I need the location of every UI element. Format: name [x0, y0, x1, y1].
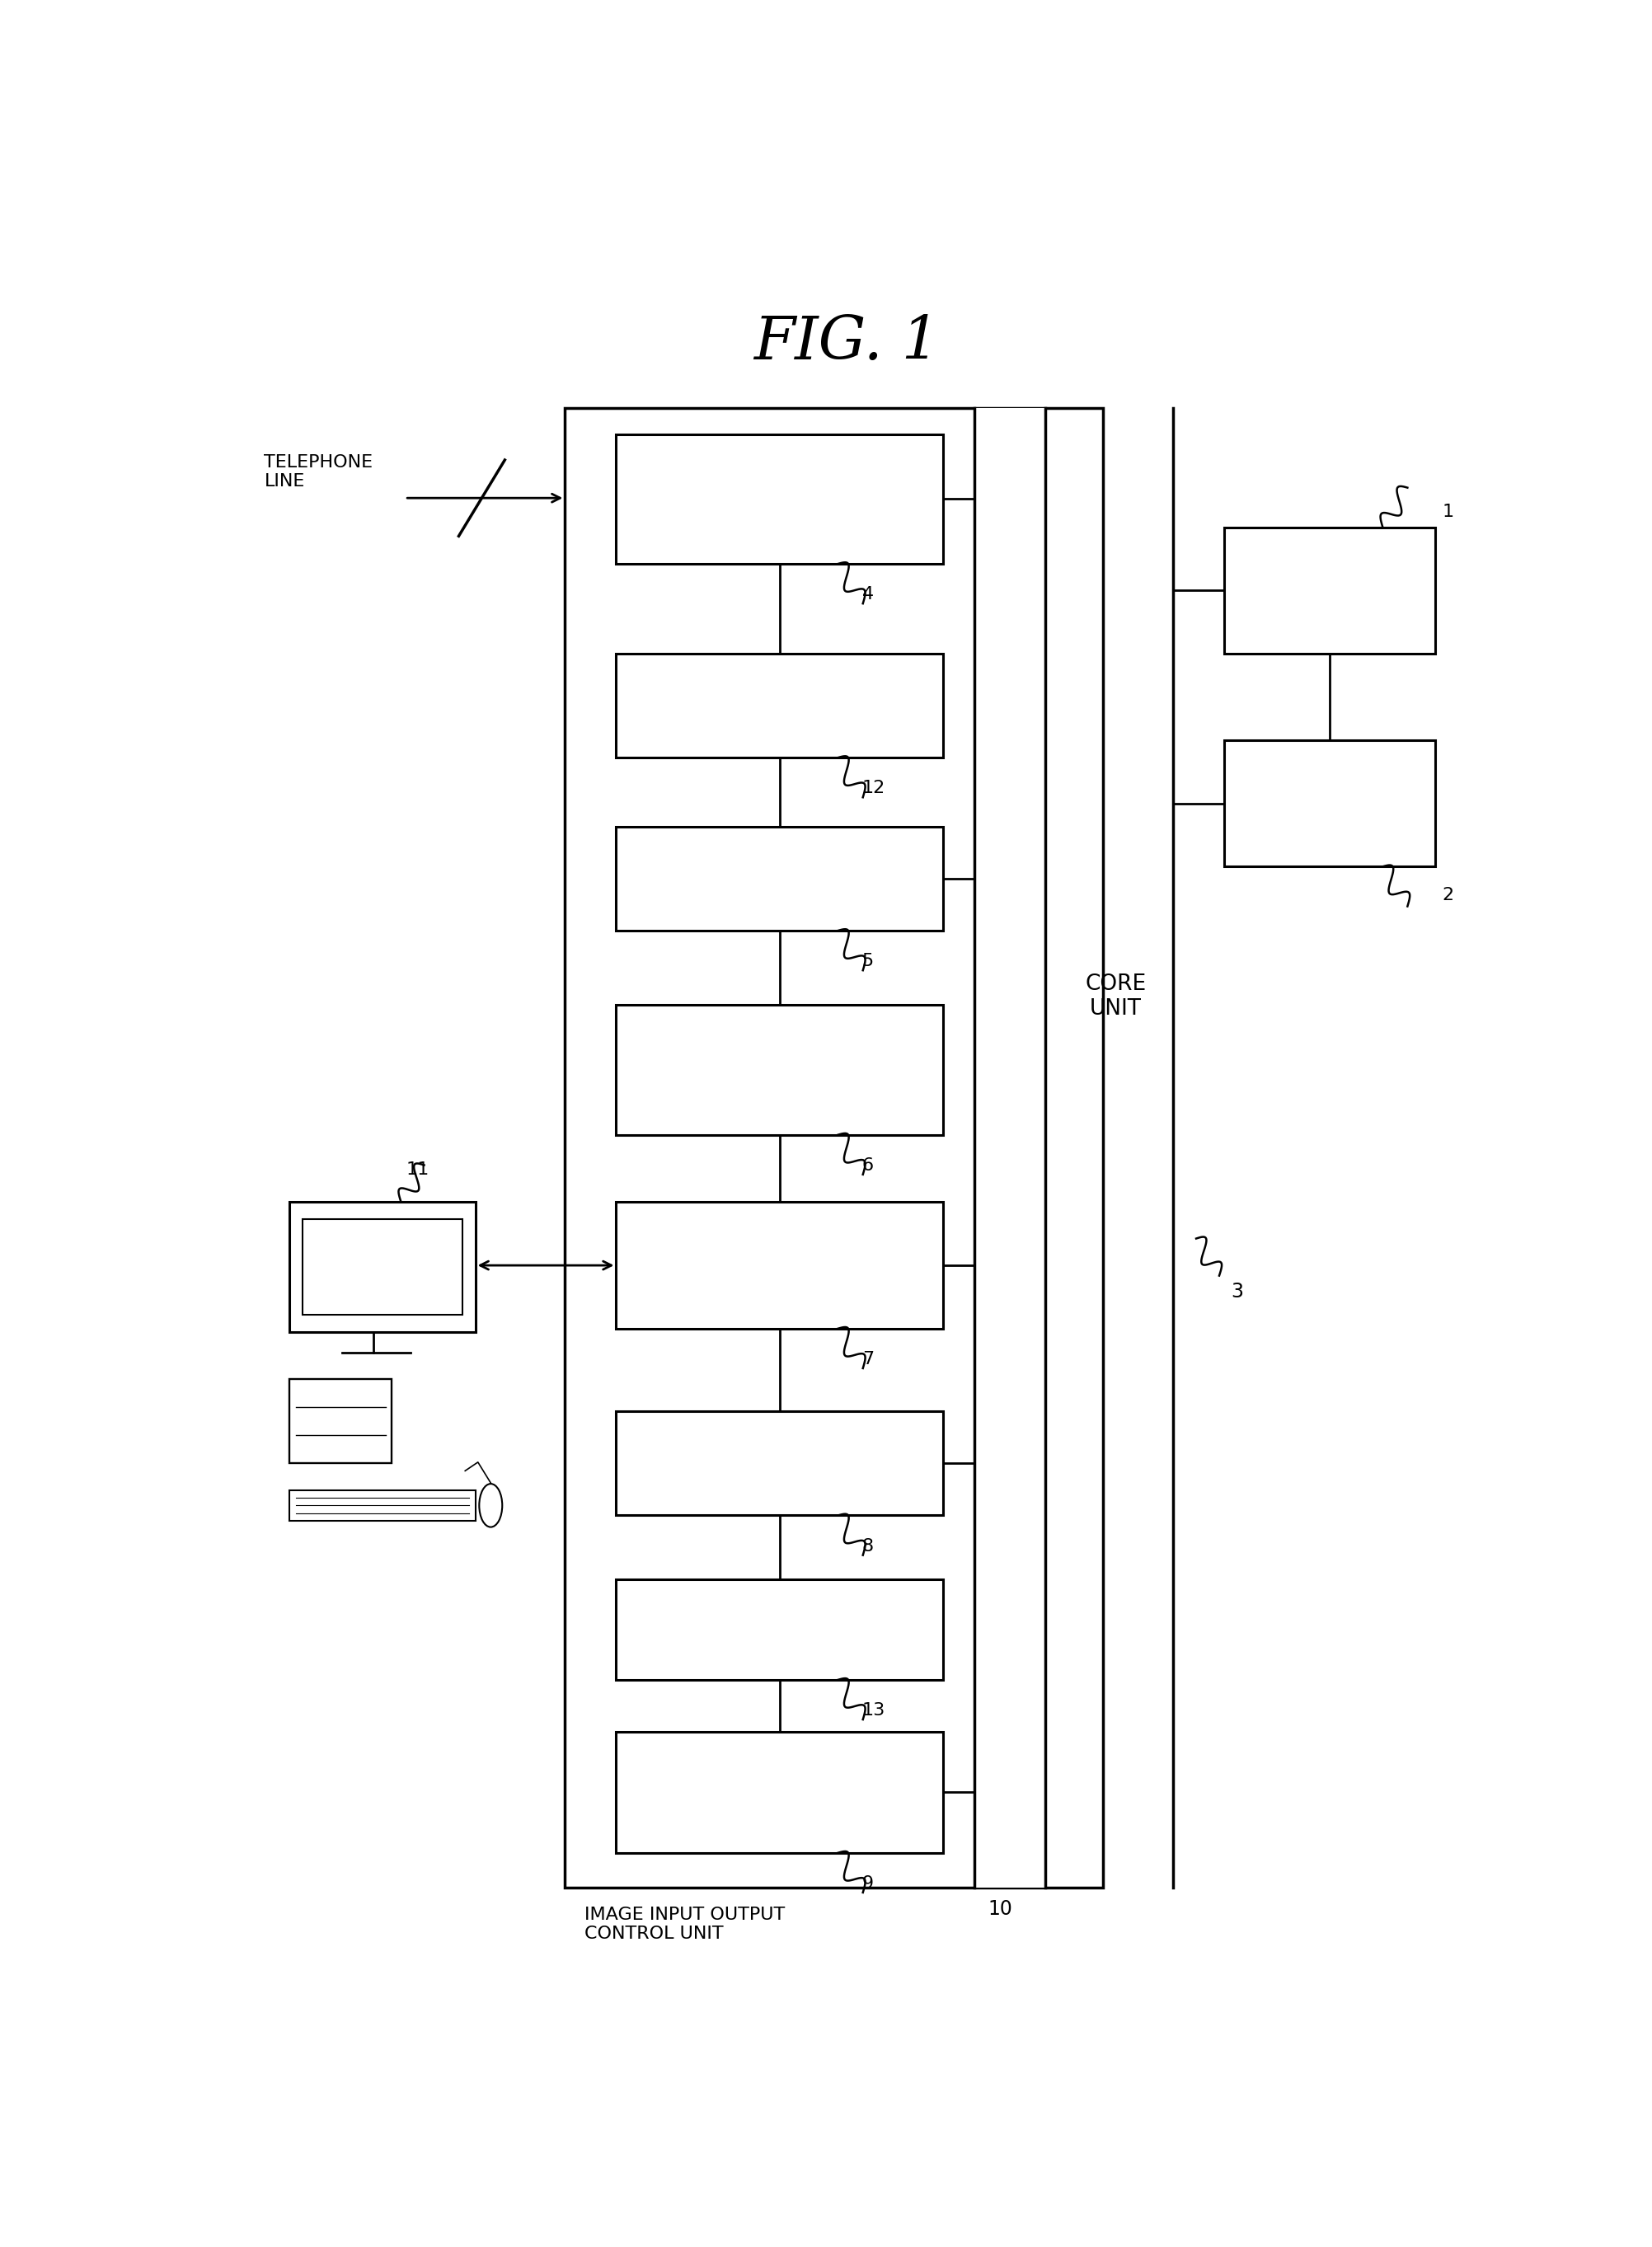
Text: 3: 3 — [1231, 1281, 1242, 1301]
Text: 4: 4 — [862, 586, 874, 602]
Text: COMPUTER
INTERFACE UNIT: COMPUTER INTERFACE UNIT — [695, 1245, 864, 1288]
Text: 9: 9 — [862, 1876, 874, 1892]
Bar — [616, 434, 943, 564]
Text: PRINTER
UNIT: PRINTER UNIT — [1285, 782, 1374, 825]
Text: IMAGE MEMORY
UNIT: IMAGE MEMORY UNIT — [697, 1771, 861, 1813]
Bar — [289, 1490, 476, 1521]
Bar — [289, 1202, 476, 1332]
Bar — [616, 1202, 943, 1328]
Text: FORMATTER UNIT: FORMATTER UNIT — [689, 1454, 871, 1474]
Text: FIG. 1: FIG. 1 — [753, 312, 940, 371]
Bar — [616, 1411, 943, 1514]
Ellipse shape — [479, 1483, 502, 1528]
Text: 1: 1 — [1442, 503, 1454, 521]
Text: PC/WS: PC/WS — [350, 1258, 415, 1276]
Text: 13: 13 — [862, 1703, 885, 1719]
Text: FILE UNIT: FILE UNIT — [730, 870, 829, 888]
Bar — [565, 409, 1104, 1887]
Bar — [975, 409, 1046, 1887]
Bar — [616, 654, 943, 757]
Text: 8: 8 — [862, 1537, 874, 1555]
Text: 2: 2 — [1442, 888, 1454, 903]
Text: FACSIMILE
UNIT: FACSIMILE UNIT — [727, 479, 833, 521]
Bar — [616, 1580, 943, 1681]
Text: HARD DISK: HARD DISK — [722, 1620, 838, 1640]
Text: 7: 7 — [862, 1350, 874, 1368]
Text: HARD DISK: HARD DISK — [722, 697, 838, 715]
Bar — [616, 827, 943, 930]
Text: TELEPHONE
LINE: TELEPHONE LINE — [264, 454, 373, 490]
Text: 6: 6 — [862, 1157, 874, 1173]
Bar — [1224, 739, 1436, 867]
Text: 11: 11 — [406, 1162, 430, 1177]
Text: 5: 5 — [862, 953, 874, 968]
Text: MAGNETO-OPTICAL
DISC DRIVE UNIT: MAGNETO-OPTICAL DISC DRIVE UNIT — [679, 1049, 881, 1092]
Text: CORE
UNIT: CORE UNIT — [1085, 973, 1146, 1020]
Bar — [616, 1004, 943, 1135]
Bar — [1224, 528, 1436, 654]
Text: 12: 12 — [862, 780, 885, 795]
Bar — [616, 1732, 943, 1854]
Bar — [289, 1380, 392, 1463]
Text: IMAGE INPUT OUTPUT
CONTROL UNIT: IMAGE INPUT OUTPUT CONTROL UNIT — [585, 1905, 785, 1941]
Text: READER
UNIT: READER UNIT — [1287, 568, 1373, 611]
Text: 10: 10 — [988, 1899, 1013, 1919]
Bar — [302, 1220, 463, 1314]
